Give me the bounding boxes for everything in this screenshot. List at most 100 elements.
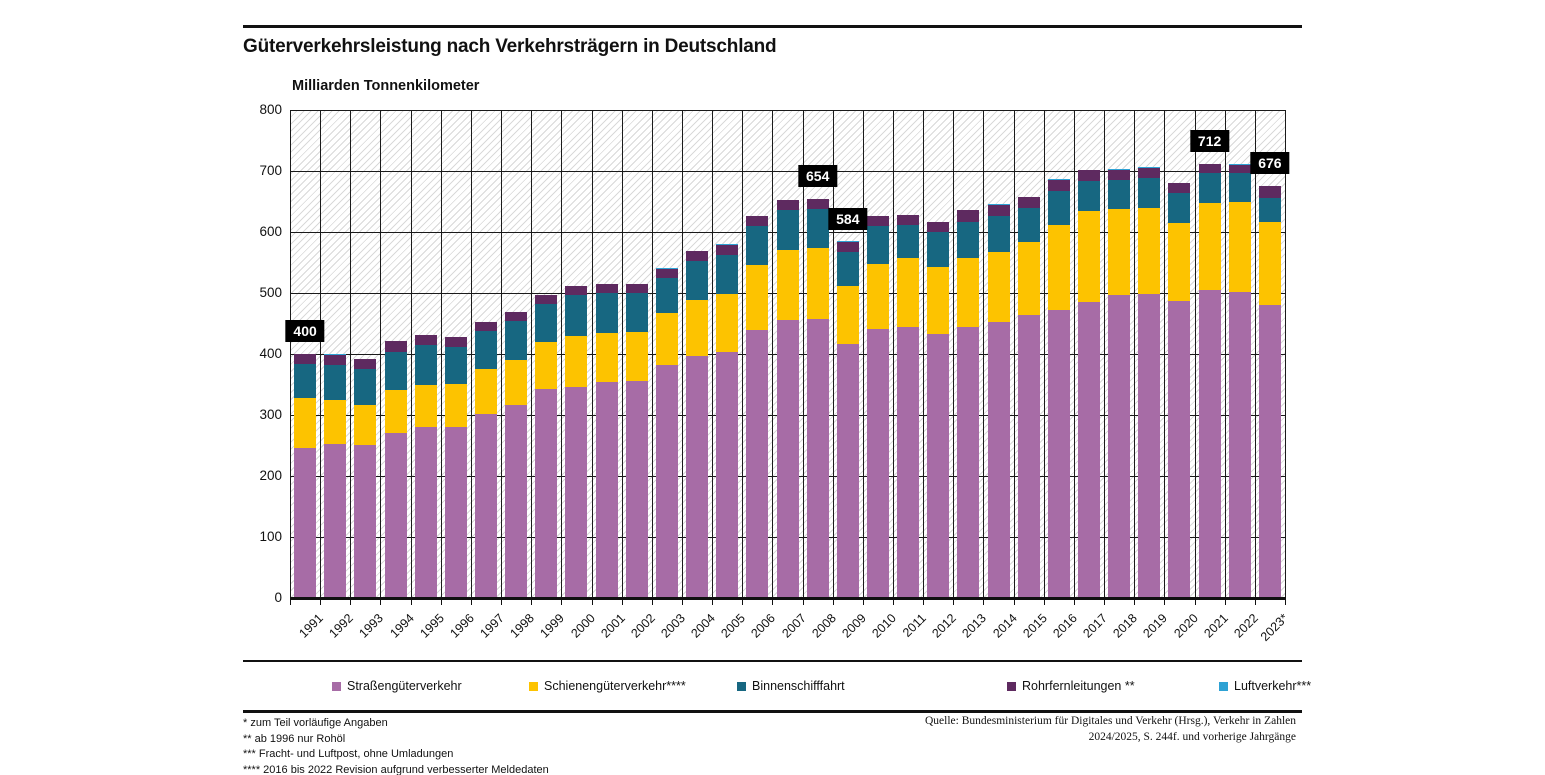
vertical-gridline	[350, 110, 352, 598]
x-axis-tick	[742, 600, 744, 605]
vertical-gridline	[1194, 110, 1196, 598]
bar-segment-luftverkehr	[1108, 169, 1131, 170]
x-axis-label-2021: 2021	[1201, 611, 1231, 641]
bar-segment-straßengüterverkehr	[1017, 314, 1040, 598]
legend-swatch	[529, 681, 538, 691]
x-axis-tick	[712, 600, 714, 605]
footnotes: * zum Teil vorläufige Angaben ** ab 1996…	[243, 716, 549, 775]
bar-2004	[686, 250, 709, 598]
bar-segment-straßengüterverkehr	[1047, 310, 1070, 598]
x-axis-tick	[591, 600, 593, 605]
bar-segment-rohrfernleitungen	[1258, 186, 1281, 199]
x-axis-tick	[1104, 600, 1106, 605]
bar-segment-rohrfernleitungen	[1078, 170, 1101, 182]
bar-1999	[535, 295, 558, 598]
bar-segment-straßengüterverkehr	[444, 426, 467, 598]
bar-segment-rohrfernleitungen	[354, 358, 377, 370]
vertical-gridline	[983, 110, 985, 598]
legend-label: Binnenschifffahrt	[752, 679, 845, 693]
vertical-gridline	[1073, 110, 1075, 598]
bar-segment-rohrfernleitungen	[1017, 197, 1040, 209]
bar-2001	[595, 283, 618, 598]
bar-segment-rohrfernleitungen	[716, 244, 739, 256]
legend-label: Schienengüterverkehr****	[544, 679, 686, 693]
y-axis-label-300: 300	[259, 407, 282, 422]
vertical-gridline	[621, 110, 623, 598]
bar-segment-schienengüterverkehr	[444, 383, 467, 427]
x-axis-tick	[681, 600, 683, 605]
x-axis-label-2010: 2010	[869, 611, 899, 641]
bar-segment-schienengüterverkehr	[1228, 202, 1251, 292]
x-axis-label-2002: 2002	[628, 611, 658, 641]
x-axis-label-2009: 2009	[839, 611, 869, 641]
bar-segment-straßengüterverkehr	[1108, 295, 1131, 598]
footnote-line: ** ab 1996 nur Rohöl	[243, 732, 346, 745]
x-axis-label-2011: 2011	[900, 611, 930, 640]
vertical-gridline	[561, 110, 563, 598]
bar-segment-binnenschifffahrt	[927, 232, 950, 268]
x-axis-label-2004: 2004	[688, 611, 719, 641]
vertical-gridline	[320, 110, 322, 598]
data-label-2023*: 676	[1250, 151, 1290, 174]
bar-segment-schienengüterverkehr	[836, 285, 859, 345]
x-axis-tick	[1194, 600, 1196, 605]
bar-segment-binnenschifffahrt	[1258, 198, 1281, 223]
bar-segment-binnenschifffahrt	[1047, 190, 1070, 225]
y-axis-unit-label: Milliarden Tonnenkilometer	[292, 78, 480, 94]
bar-segment-rohrfernleitungen	[565, 286, 588, 296]
x-axis-tick	[983, 600, 985, 605]
bar-segment-straßengüterverkehr	[987, 322, 1010, 598]
x-axis-tick	[470, 600, 472, 605]
bar-2020	[1168, 182, 1191, 598]
y-axis-label-100: 100	[259, 529, 282, 544]
x-axis-tick	[1043, 600, 1045, 605]
legend-label: Luftverkehr***	[1234, 679, 1312, 693]
bar-2022	[1228, 164, 1251, 598]
bar-segment-binnenschifffahrt	[1198, 173, 1221, 203]
bar-2009	[836, 241, 859, 598]
bar-segment-binnenschifffahrt	[987, 215, 1010, 252]
x-axis-tick	[531, 600, 533, 605]
bar-segment-straßengüterverkehr	[535, 389, 558, 598]
bar-segment-straßengüterverkehr	[595, 382, 618, 598]
vertical-gridline	[893, 110, 895, 598]
vertical-gridline	[470, 110, 472, 598]
x-axis-label-1993: 1993	[356, 611, 387, 641]
bar-segment-binnenschifffahrt	[474, 331, 497, 370]
vertical-gridline	[772, 110, 774, 598]
x-axis-tick	[380, 600, 382, 605]
bar-segment-straßengüterverkehr	[1258, 305, 1281, 598]
x-axis-tick	[440, 600, 442, 605]
bar-segment-rohrfernleitungen	[474, 322, 497, 332]
bar-segment-binnenschifffahrt	[866, 225, 889, 264]
x-axis-tick	[1134, 600, 1136, 605]
bar-segment-luftverkehr	[1258, 185, 1281, 187]
x-axis-tick	[1164, 600, 1166, 605]
bar-2017	[1078, 169, 1101, 598]
bar-segment-straßengüterverkehr	[957, 327, 980, 598]
bar-segment-schienengüterverkehr	[1258, 222, 1281, 306]
bar-segment-schienengüterverkehr	[414, 384, 437, 428]
bar-segment-straßengüterverkehr	[1168, 300, 1191, 598]
legend-swatch	[1219, 681, 1228, 691]
plot-area	[290, 110, 1286, 598]
bar-segment-rohrfernleitungen	[1228, 164, 1251, 174]
vertical-gridline	[681, 110, 683, 598]
bar-2002	[625, 283, 648, 598]
legend-bottom-rule	[243, 710, 1302, 713]
x-axis-label-2018: 2018	[1110, 611, 1141, 641]
bar-segment-rohrfernleitungen	[897, 214, 920, 225]
bar-segment-straßengüterverkehr	[836, 344, 859, 598]
bar-segment-schienengüterverkehr	[474, 369, 497, 414]
x-axis-tick	[1013, 600, 1015, 605]
x-axis-label-2012: 2012	[929, 611, 960, 641]
bar-segment-rohrfernleitungen	[505, 311, 528, 322]
x-axis-label-2023*: 2023*	[1257, 611, 1291, 645]
bar-segment-straßengüterverkehr	[1138, 294, 1161, 598]
bar-segment-schienengüterverkehr	[776, 249, 799, 320]
bar-segment-straßengüterverkehr	[1078, 302, 1101, 598]
x-axis-tick	[1224, 600, 1226, 605]
vertical-gridline	[1285, 110, 1286, 598]
bar-2003	[655, 268, 678, 598]
vertical-gridline	[531, 110, 533, 598]
